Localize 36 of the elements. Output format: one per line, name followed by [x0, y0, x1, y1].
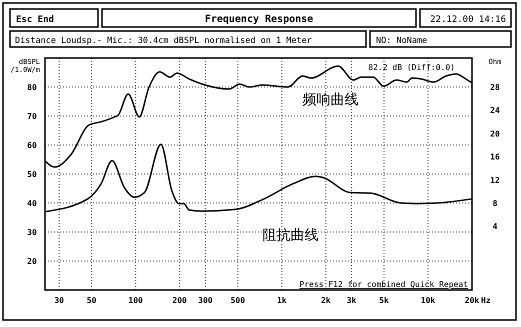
text: 22.12.00 14:16: [430, 15, 506, 25]
y-tick-label: 40: [27, 199, 37, 208]
x-tick-label: 10k: [420, 296, 436, 305]
y-tick-label: 60: [27, 141, 37, 150]
x-tick-label: 3k: [346, 296, 357, 305]
annotation: Press F12 for combined Quick Repeat: [299, 280, 468, 289]
x-tick-label: 1k: [276, 296, 287, 305]
y-tick-label: 70: [27, 112, 37, 121]
text: Esc End: [16, 15, 54, 25]
text: NO: NoName: [376, 36, 428, 46]
x-tick-label: 2k: [320, 296, 331, 305]
chart-subtitle: Distance Loudsp.- Mic.: 30.4cm dBSPL normalised on 1 Meter: [15, 36, 312, 46]
y2-tick-label: 28: [490, 83, 500, 92]
series-label: 阻抗曲线: [262, 228, 319, 244]
x-tick-label: 20k: [464, 296, 480, 305]
x-axis-title: Hz: [481, 296, 491, 305]
y2-tick-label: 8: [492, 199, 498, 208]
y-tick-label: 20: [27, 257, 37, 266]
x-tick-label: 500: [230, 296, 246, 305]
chart-title: Frequency Response: [204, 14, 314, 25]
y2-tick-label: 12: [490, 176, 500, 185]
y-tick-label: 50: [27, 170, 37, 179]
y2-tick-label: 4: [492, 222, 498, 232]
y-tick-label: 80: [27, 83, 37, 92]
x-tick-label: 200: [172, 296, 188, 305]
y2-tick-label: 20: [490, 129, 500, 138]
y2-tick-label: 16: [490, 152, 500, 162]
x-tick-label: 5k: [379, 296, 389, 305]
x-tick-label: 300: [198, 296, 213, 305]
annotation: 82.2 dB (Diff:0.0): [368, 63, 455, 72]
y2-tick-label: 24: [490, 106, 500, 116]
x-tick-label: 50: [86, 296, 97, 305]
series-label: 频响曲线: [302, 92, 359, 108]
x-tick-label: 30: [54, 296, 64, 305]
x-tick-label: 100: [128, 296, 144, 305]
y-tick-label: 30: [27, 228, 37, 237]
